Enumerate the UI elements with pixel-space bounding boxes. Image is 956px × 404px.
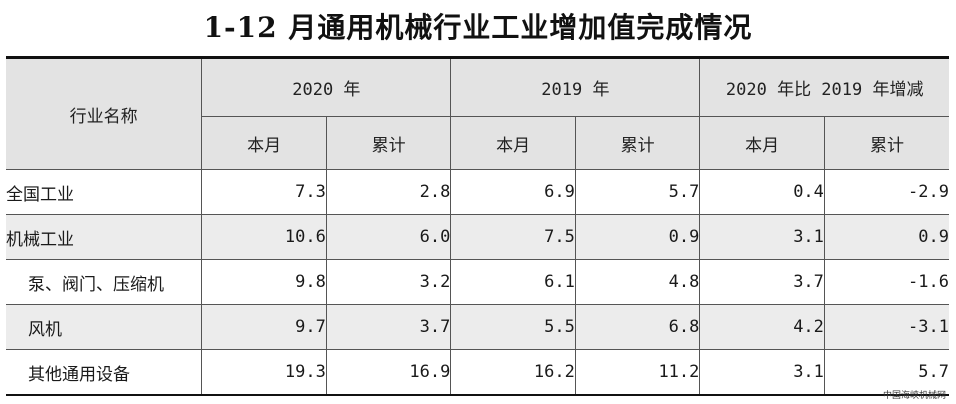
cell-value: 5.7: [823, 349, 949, 396]
cell-value: 2.8: [325, 169, 452, 215]
industry-value-added-table: 行业名称 2020 年 2019 年 2020 年比 2019 年增减 本月 累…: [6, 56, 949, 396]
cell-value: 6.9: [450, 169, 576, 215]
cell-value: 3.2: [325, 259, 452, 305]
cell-value: 4.8: [574, 259, 701, 305]
cell-value: 3.7: [325, 304, 452, 350]
table-row: 其他通用设备 19.3 16.9 16.2 11.2 3.1 5.7: [6, 349, 949, 396]
watermark: 中国海峡机械网: [882, 391, 946, 401]
cell-value: -2.9: [823, 169, 949, 215]
cell-value: -3.1: [823, 304, 949, 350]
cell-value: 3.1: [699, 349, 825, 396]
table-row: 机械工业 10.6 6.0 7.5 0.9 3.1 0.9: [6, 214, 949, 260]
header-2019-month: 本月: [450, 116, 576, 170]
cell-value: 3.7: [699, 259, 825, 305]
header-group-2019: 2019 年: [450, 56, 701, 117]
row-name: 其他通用设备: [6, 349, 203, 396]
header-group-2020: 2020 年: [201, 56, 452, 117]
cell-value: 6.8: [574, 304, 701, 350]
cell-value: 10.6: [201, 214, 327, 260]
cell-value: 0.4: [699, 169, 825, 215]
cell-value: 5.5: [450, 304, 576, 350]
cell-value: 16.9: [325, 349, 452, 396]
row-name: 泵、阀门、压缩机: [6, 259, 203, 305]
table-row: 风机 9.7 3.7 5.5 6.8 4.2 -3.1: [6, 304, 949, 350]
cell-value: 19.3: [201, 349, 327, 396]
cell-value: 9.7: [201, 304, 327, 350]
header-2019-cumulative: 累计: [574, 116, 701, 170]
cell-value: 16.2: [450, 349, 576, 396]
table-row: 泵、阀门、压缩机 9.8 3.2 6.1 4.8 3.7 -1.6: [6, 259, 949, 305]
cell-value: 6.1: [450, 259, 576, 305]
row-name: 风机: [6, 304, 203, 350]
cell-value: 9.8: [201, 259, 327, 305]
cell-value: 4.2: [699, 304, 825, 350]
cell-value: 11.2: [574, 349, 701, 396]
cell-value: 6.0: [325, 214, 452, 260]
row-name: 全国工业: [6, 169, 203, 215]
cell-value: 7.5: [450, 214, 576, 260]
table-row: 全国工业 7.3 2.8 6.9 5.7 0.4 -2.9: [6, 169, 949, 215]
header-2020-month: 本月: [201, 116, 327, 170]
cell-value: 7.3: [201, 169, 327, 215]
header-change-cumulative: 累计: [823, 116, 949, 170]
header-change-month: 本月: [699, 116, 825, 170]
cell-value: 0.9: [574, 214, 701, 260]
header-2020-cumulative: 累计: [325, 116, 452, 170]
cell-value: -1.6: [823, 259, 949, 305]
cell-value: 3.1: [699, 214, 825, 260]
row-name: 机械工业: [6, 214, 203, 260]
cell-value: 0.9: [823, 214, 949, 260]
header-industry-name: 行业名称: [6, 56, 203, 170]
cell-value: 5.7: [574, 169, 701, 215]
page-title: 1-12 月通用机械行业工业增加值完成情况: [203, 11, 753, 44]
header-group-change: 2020 年比 2019 年增减: [699, 56, 949, 117]
